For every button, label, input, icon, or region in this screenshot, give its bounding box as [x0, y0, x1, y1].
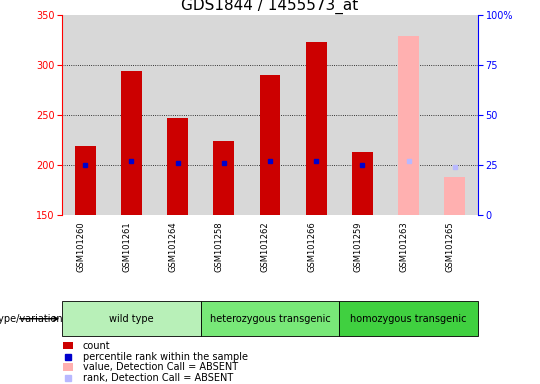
Bar [63, 342, 73, 349]
Bar [63, 363, 73, 371]
Text: percentile rank within the sample: percentile rank within the sample [83, 352, 248, 362]
Bar [201, 301, 339, 336]
Text: homozygous transgenic: homozygous transgenic [350, 314, 467, 324]
Text: rank, Detection Call = ABSENT: rank, Detection Call = ABSENT [83, 373, 233, 383]
Text: value, Detection Call = ABSENT: value, Detection Call = ABSENT [83, 362, 238, 372]
Text: genotype/variation: genotype/variation [0, 314, 63, 324]
Bar [167, 118, 188, 215]
Bar [75, 146, 96, 215]
Bar [260, 75, 280, 215]
Text: wild type: wild type [109, 314, 154, 324]
Bar [398, 36, 419, 215]
Bar [339, 301, 478, 336]
Text: count: count [83, 341, 111, 351]
Bar [213, 141, 234, 215]
Text: heterozygous transgenic: heterozygous transgenic [210, 314, 330, 324]
Bar [121, 71, 142, 215]
Bar [444, 177, 465, 215]
Bar [352, 152, 373, 215]
Title: GDS1844 / 1455573_at: GDS1844 / 1455573_at [181, 0, 359, 14]
Bar [62, 301, 201, 336]
Bar [306, 42, 327, 215]
